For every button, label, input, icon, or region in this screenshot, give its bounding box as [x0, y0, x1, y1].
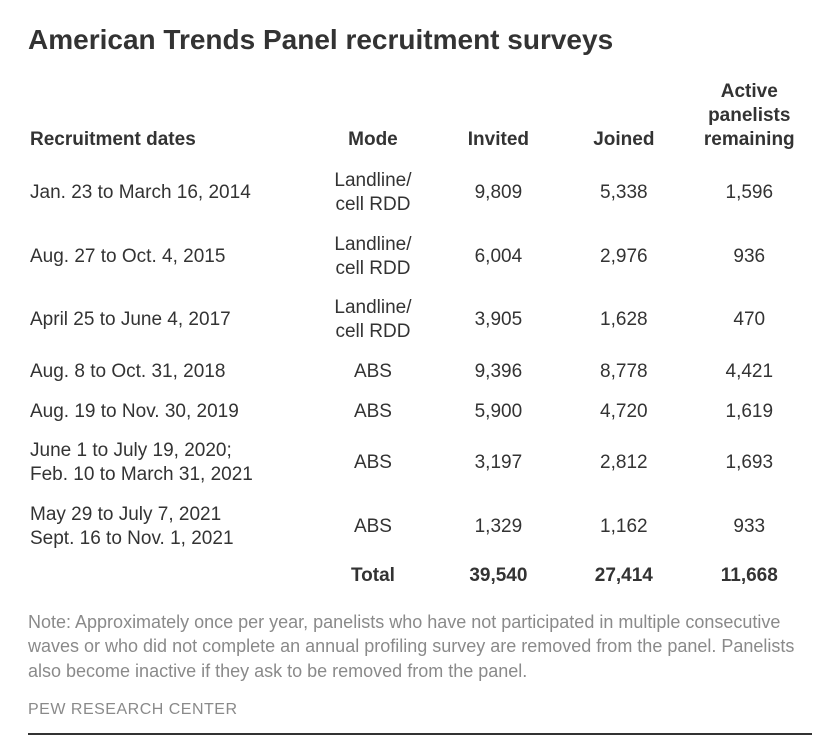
cell-remaining: 936	[687, 225, 812, 289]
source-attribution: PEW RESEARCH CENTER	[28, 701, 812, 735]
cell-remaining: 470	[687, 288, 812, 352]
cell-mode: Landline/cell RDD	[310, 161, 435, 225]
cell-mode: ABS	[310, 392, 435, 432]
table-header-row: Recruitment dates Mode Invited Joined Ac…	[28, 74, 812, 161]
table-total-row: Total 39,540 27,414 11,668	[28, 558, 812, 596]
cell-dates: May 29 to July 7, 2021Sept. 16 to Nov. 1…	[28, 495, 310, 559]
table-row: Aug. 27 to Oct. 4, 2015 Landline/cell RD…	[28, 225, 812, 289]
table-row: Jan. 23 to March 16, 2014 Landline/cell …	[28, 161, 812, 225]
cell-total-invited: 39,540	[436, 558, 561, 596]
th-remaining: Active panelists remaining	[687, 74, 812, 161]
cell-joined: 1,628	[561, 288, 686, 352]
cell-mode: Landline/cell RDD	[310, 225, 435, 289]
cell-total-label: Total	[310, 558, 435, 596]
th-mode: Mode	[310, 74, 435, 161]
table-row: April 25 to June 4, 2017 Landline/cell R…	[28, 288, 812, 352]
recruitment-table: Recruitment dates Mode Invited Joined Ac…	[28, 74, 812, 596]
cell-remaining: 1,693	[687, 431, 812, 495]
table-row: Aug. 8 to Oct. 31, 2018 ABS 9,396 8,778 …	[28, 352, 812, 392]
cell-remaining: 1,619	[687, 392, 812, 432]
cell-empty	[28, 558, 310, 596]
cell-invited: 6,004	[436, 225, 561, 289]
cell-joined: 2,976	[561, 225, 686, 289]
th-joined: Joined	[561, 74, 686, 161]
table-row: May 29 to July 7, 2021Sept. 16 to Nov. 1…	[28, 495, 812, 559]
page-title: American Trends Panel recruitment survey…	[28, 24, 812, 56]
cell-mode: Landline/cell RDD	[310, 288, 435, 352]
cell-total-joined: 27,414	[561, 558, 686, 596]
cell-joined: 5,338	[561, 161, 686, 225]
cell-invited: 9,396	[436, 352, 561, 392]
cell-invited: 1,329	[436, 495, 561, 559]
cell-dates: Aug. 27 to Oct. 4, 2015	[28, 225, 310, 289]
th-invited: Invited	[436, 74, 561, 161]
th-dates: Recruitment dates	[28, 74, 310, 161]
cell-invited: 9,809	[436, 161, 561, 225]
cell-total-remaining: 11,668	[687, 558, 812, 596]
cell-remaining: 933	[687, 495, 812, 559]
cell-joined: 1,162	[561, 495, 686, 559]
cell-dates: Aug. 19 to Nov. 30, 2019	[28, 392, 310, 432]
cell-invited: 5,900	[436, 392, 561, 432]
cell-remaining: 1,596	[687, 161, 812, 225]
cell-dates: Aug. 8 to Oct. 31, 2018	[28, 352, 310, 392]
cell-invited: 3,905	[436, 288, 561, 352]
cell-dates: Jan. 23 to March 16, 2014	[28, 161, 310, 225]
table-row: June 1 to July 19, 2020;Feb. 10 to March…	[28, 431, 812, 495]
cell-invited: 3,197	[436, 431, 561, 495]
cell-mode: ABS	[310, 352, 435, 392]
table-row: Aug. 19 to Nov. 30, 2019 ABS 5,900 4,720…	[28, 392, 812, 432]
cell-joined: 8,778	[561, 352, 686, 392]
cell-joined: 2,812	[561, 431, 686, 495]
cell-dates: June 1 to July 19, 2020;Feb. 10 to March…	[28, 431, 310, 495]
cell-mode: ABS	[310, 495, 435, 559]
cell-joined: 4,720	[561, 392, 686, 432]
footnote: Note: Approximately once per year, panel…	[28, 610, 812, 683]
cell-mode: ABS	[310, 431, 435, 495]
cell-remaining: 4,421	[687, 352, 812, 392]
cell-dates: April 25 to June 4, 2017	[28, 288, 310, 352]
